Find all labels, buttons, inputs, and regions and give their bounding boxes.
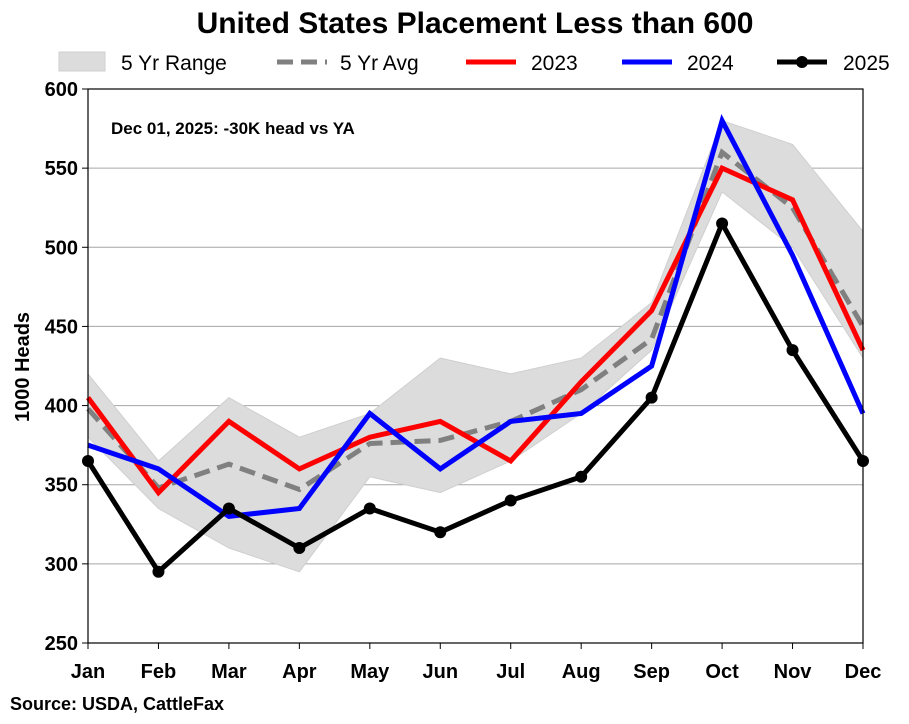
y-tick-label-250: 250: [45, 633, 78, 655]
x-tick-label-mar: Mar: [211, 661, 247, 683]
legend-label-5-yr-range: 5 Yr Range: [121, 52, 227, 75]
legend: 5 Yr Range 5 Yr Avg 2023 2024 2025: [58, 51, 890, 75]
point-2025-oct: [716, 217, 729, 230]
x-tick-label-jan: Jan: [71, 661, 105, 683]
source-note: Source: USDA, CattleFax: [10, 694, 224, 714]
point-2025-jun: [434, 526, 447, 539]
x-tick-label-may: May: [350, 661, 390, 683]
point-2025-aug: [575, 470, 588, 483]
legend-swatch-5-yr-range: [58, 51, 106, 72]
legend-label-5-yr-avg: 5 Yr Avg: [340, 52, 419, 75]
chart-annotation: Dec 01, 2025: -30K head vs YA: [111, 119, 355, 138]
point-2025-may: [363, 502, 376, 515]
y-tick-label-500: 500: [45, 237, 78, 259]
legend-label-2023: 2023: [531, 52, 578, 75]
point-2025-sep: [645, 391, 658, 404]
series-line-2023: [85, 164, 866, 497]
x-tick-label-apr: Apr: [282, 661, 317, 683]
series-line-2025: [85, 217, 866, 576]
x-tick-label-feb: Feb: [141, 661, 177, 683]
legend-label-2025: 2025: [843, 52, 890, 75]
y-tick-label-550: 550: [45, 158, 78, 180]
y-tick-label-400: 400: [45, 396, 78, 418]
series-line-5-yr-avg: [86, 148, 866, 493]
x-tick-label-jul: Jul: [496, 661, 525, 683]
point-2025-apr: [293, 542, 306, 555]
range-band: [87, 120, 864, 573]
x-tick-label-aug: Aug: [562, 661, 601, 683]
y-tick-label-600: 600: [45, 79, 78, 101]
x-tick-label-sep: Sep: [633, 661, 670, 683]
plot-area: 250 300 350 400 450 500 550 600 Jan Feb Mar Apr May J…: [45, 79, 882, 683]
point-2025-nov: [786, 344, 799, 357]
y-tick-label-350: 350: [45, 475, 78, 497]
legend-marker-2025: [796, 56, 808, 68]
x-tick-label-jun: Jun: [422, 661, 458, 683]
chart-title: United States Placement Less than 600: [197, 7, 754, 40]
point-2025-mar: [222, 502, 235, 515]
x-tick-label-dec: Dec: [845, 661, 882, 683]
y-axis-label: 1000 Heads: [12, 312, 34, 422]
plot-frame: [87, 88, 864, 644]
series-line-2024: [87, 113, 866, 519]
point-2025-feb: [152, 565, 165, 578]
x-tick-label-nov: Nov: [774, 661, 813, 683]
y-tick-label-300: 300: [45, 554, 78, 576]
x-tick-label-oct: Oct: [705, 661, 739, 683]
y-tick-label-450: 450: [45, 316, 78, 338]
legend-label-2024: 2024: [687, 52, 734, 75]
point-2025-jul: [504, 494, 517, 507]
